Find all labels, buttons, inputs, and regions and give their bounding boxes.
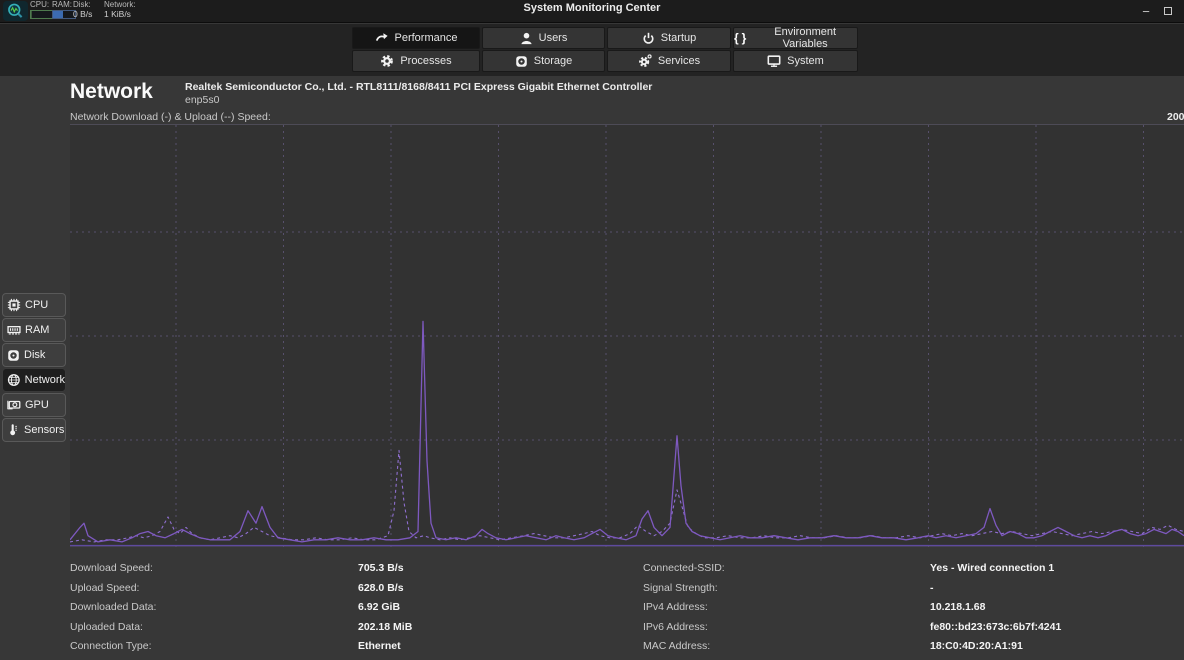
minimize-icon: − — [1142, 3, 1150, 19]
info-value: Yes - Wired connection 1 — [930, 562, 1055, 574]
startup-icon — [643, 32, 654, 44]
cpu-mini-bar-fill — [31, 11, 33, 18]
info-labels-left: Download Speed: Upload Speed: Downloaded… — [70, 562, 156, 660]
network-speed-chart — [70, 124, 1184, 548]
env-variables-icon: { } — [734, 31, 748, 45]
disk-mini-label: Disk: — [73, 0, 91, 9]
info-label: Upload Speed: — [70, 581, 140, 594]
info-value: 628.0 B/s — [358, 581, 404, 594]
titlebar-disk-stat: Disk: 0 B/s — [73, 0, 92, 19]
cpu-mini-bar — [30, 10, 54, 19]
sidebar-item-label: GPU — [25, 399, 49, 411]
info-label: Connection Type: — [70, 640, 152, 653]
maximize-button[interactable] — [1160, 3, 1176, 19]
tab-system[interactable]: System — [733, 50, 858, 72]
titlebar-network-stat: Network: 1 KiB/s — [104, 0, 136, 19]
window-title: System Monitoring Center — [523, 2, 661, 14]
tabstrip: Performance Users Startup { } Environmen… — [0, 24, 1184, 76]
tab-performance[interactable]: Performance — [352, 27, 480, 49]
info-label: Downloaded Data: — [70, 601, 157, 614]
tab-label: Services — [657, 55, 701, 67]
info-value: 202.18 MiB — [358, 620, 413, 633]
titlebar-cpu-stat: CPU: — [30, 0, 54, 19]
sidebar-item-network[interactable]: Network — [2, 368, 66, 392]
tab-label: Users — [538, 32, 568, 44]
info-label: IPv6 Address: — [643, 620, 708, 633]
sidebar-item-disk[interactable]: Disk — [2, 343, 66, 367]
sidebar-item-gpu[interactable]: GPU — [2, 393, 66, 417]
tab-label: Storage — [533, 55, 573, 67]
system-icon — [767, 55, 781, 67]
info-values-left: 705.3 B/s 628.0 B/s 6.92 GiB 202.18 MiB … — [358, 562, 412, 660]
sidebar-item-ram[interactable]: RAM — [2, 318, 66, 342]
info-value: 705.3 B/s — [358, 562, 404, 574]
info-label: Connected-SSID: — [643, 562, 725, 574]
sidebar-item-label: Network — [24, 374, 65, 386]
tab-storage[interactable]: Storage — [482, 50, 605, 72]
sidebar: CPU RAM Disk Network — [2, 293, 66, 443]
processes-icon — [381, 55, 394, 67]
services-icon — [638, 54, 652, 67]
tab-processes[interactable]: Processes — [352, 50, 480, 72]
sensors-icon — [10, 424, 17, 436]
tab-label: Environment Variables — [774, 26, 837, 50]
ram-mini-label: RAM: — [52, 0, 72, 9]
device-name: Realtek Semiconductor Co., Ltd. - RTL811… — [185, 81, 653, 93]
ram-icon — [7, 326, 21, 335]
tab-label: Processes — [400, 55, 452, 67]
disk-mini-value: 0 B/s — [73, 9, 93, 19]
chart-caption: Network Download (-) & Upload (--) Speed… — [70, 111, 271, 123]
performance-icon — [375, 33, 388, 41]
minimize-button[interactable]: − — [1138, 3, 1154, 19]
titlebar: CPU: RAM: Disk: 0 B/s Network: 1 KiB/s S… — [0, 0, 1184, 23]
users-icon — [521, 32, 532, 44]
info-label: IPv4 Address: — [643, 601, 708, 614]
network-chart-svg — [70, 125, 1184, 548]
y-axis-max-label: 200 — [1167, 111, 1184, 123]
ram-mini-bar-fill — [53, 11, 63, 18]
maximize-icon — [1164, 7, 1172, 15]
device-id: enp5s0 — [185, 94, 220, 106]
tab-users[interactable]: Users — [482, 27, 605, 49]
tab-environment-variables[interactable]: { } Environment Variables — [733, 26, 858, 50]
tab-label: System — [787, 55, 824, 67]
sidebar-item-cpu[interactable]: CPU — [2, 293, 66, 317]
storage-icon — [515, 55, 527, 67]
info-label: Uploaded Data: — [70, 620, 143, 633]
disk-icon — [8, 349, 19, 361]
cpu-icon — [7, 298, 21, 312]
tab-startup[interactable]: Startup — [607, 27, 731, 49]
sidebar-item-sensors[interactable]: Sensors — [2, 418, 66, 442]
info-labels-right: Connected-SSID: Signal Strength: IPv4 Ad… — [643, 562, 725, 660]
info-value: 10.218.1.68 — [930, 601, 986, 614]
sidebar-item-label: CPU — [25, 299, 49, 311]
network-mini-value: 1 KiB/s — [104, 9, 131, 19]
gpu-icon — [7, 400, 21, 410]
info-value: 6.92 GiB — [358, 601, 401, 614]
network-mini-label: Network: — [104, 0, 136, 9]
tab-grid: Performance Users Startup { } Environmen… — [352, 26, 858, 72]
tab-label: Performance — [394, 32, 458, 44]
app-logo-icon — [3, 1, 28, 21]
ram-mini-bar — [52, 10, 76, 19]
tab-services[interactable]: Services — [607, 50, 731, 72]
tab-label: Startup — [660, 32, 697, 44]
cpu-mini-label: CPU: — [30, 0, 50, 9]
info-value: 18:C0:4D:20:A1:91 — [930, 640, 1023, 653]
info-label: Download Speed: — [70, 562, 153, 574]
page-title: Network — [70, 80, 153, 103]
sidebar-item-label: RAM — [25, 324, 50, 336]
info-label: Signal Strength: — [643, 581, 718, 594]
info-label: MAC Address: — [643, 640, 711, 653]
titlebar-ram-stat: RAM: — [52, 0, 76, 19]
info-value: Ethernet — [358, 640, 401, 653]
info-value: fe80::bd23:673c:6b7f:4241 — [930, 620, 1062, 633]
info-value: - — [930, 581, 934, 594]
sidebar-item-label: Disk — [24, 349, 46, 361]
info-values-right: Yes - Wired connection 1 - 10.218.1.68 f… — [930, 562, 1061, 660]
sidebar-item-label: Sensors — [24, 424, 65, 436]
network-icon — [7, 374, 20, 386]
